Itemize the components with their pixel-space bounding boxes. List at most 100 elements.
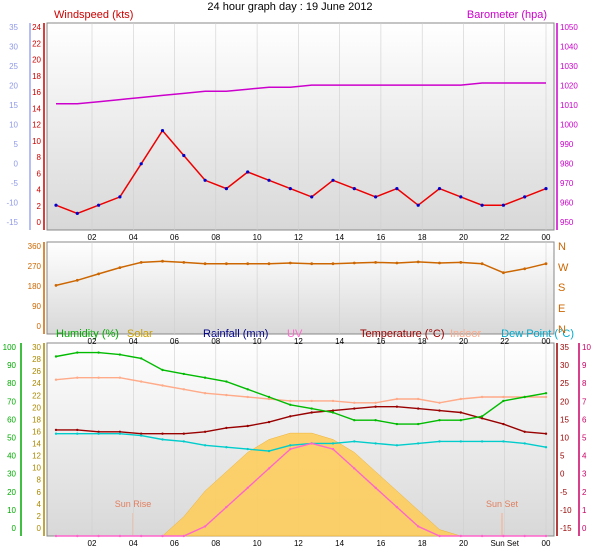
dewpoint-point [225, 446, 228, 449]
indoor-point [438, 401, 441, 404]
dewpoint-point [395, 444, 399, 447]
solar-tick-label: 30 [32, 343, 41, 352]
indoor-point [310, 399, 313, 403]
humidity-series-line [55, 351, 547, 425]
temperature-point [459, 411, 462, 414]
wind-direction-point [161, 259, 164, 263]
uv-tick-label: 0 [582, 524, 587, 533]
humidity-point [97, 351, 100, 354]
uv-point [118, 534, 122, 538]
temperature-tick-label: -15 [560, 524, 572, 533]
humidity-tick-label: 60 [7, 415, 16, 424]
direction-tick-label: 270 [28, 262, 42, 271]
x-tick-label: 12 [294, 539, 303, 548]
windspeed-tick-label: 10 [32, 137, 41, 146]
solar-tick-label: 4 [37, 500, 42, 509]
uv-point [267, 467, 271, 470]
uv-tick-label: 4 [582, 452, 587, 461]
dewpoint-point [76, 432, 79, 435]
dewpoint-point [438, 440, 441, 443]
temperature-point [480, 417, 484, 420]
legend-uv: UV [287, 328, 303, 340]
x-tick-label: 02 [88, 337, 97, 346]
wind-outer-tick-label: 0 [14, 160, 19, 169]
x-tick-label: 04 [129, 539, 138, 548]
humidity-point [118, 353, 122, 356]
x-tick-label: 14 [335, 539, 344, 548]
temperature-point [417, 407, 420, 410]
x-tick-label: 16 [376, 233, 385, 242]
dewpoint-point [459, 440, 462, 443]
barometer-axis-title: Barometer (hpa) [467, 9, 547, 21]
x-tick-label: 02 [88, 233, 97, 242]
humidity-tick-label: 100 [3, 343, 17, 352]
windspeed-point [75, 211, 79, 215]
x-tick-label: 04 [129, 337, 138, 346]
wind-direction-point [182, 261, 186, 264]
windspeed-point [480, 203, 484, 207]
temperature-point [225, 426, 228, 430]
windspeed-point [246, 170, 250, 174]
humidity-tick-label: 0 [12, 524, 17, 533]
windspeed-point [501, 203, 505, 207]
wind-direction-point [352, 261, 356, 265]
temperature-tick-label: 15 [560, 415, 569, 424]
indoor-point [97, 376, 100, 379]
barometer-tick-label: 1030 [560, 62, 578, 71]
humidity-point [395, 422, 399, 426]
uv-tick-label: 2 [582, 488, 587, 497]
indoor-point [203, 392, 207, 395]
indoor-point [544, 395, 548, 399]
windspeed-point [54, 203, 58, 207]
x-tick-label: 20 [459, 337, 468, 346]
dewpoint-point [161, 438, 164, 441]
temperature-tick-label: -5 [560, 488, 568, 497]
x-tick-label: 20 [459, 233, 468, 242]
solar-tick-label: 28 [32, 355, 41, 364]
solar-tick-label: 14 [32, 440, 41, 449]
humidity-point [353, 419, 356, 422]
direction-tick-label: 360 [28, 242, 42, 251]
wind-direction-point [395, 261, 399, 265]
windspeed-point [459, 195, 463, 199]
wind-direction-point [75, 278, 79, 282]
temperature-point [76, 428, 79, 432]
uv-tick-label: 5 [582, 434, 587, 443]
windspeed-point [416, 203, 420, 207]
uv-point [246, 486, 249, 489]
uv-point [417, 525, 420, 528]
windspeed-point [203, 178, 207, 182]
uv-point [353, 467, 356, 470]
temperature-tick-label: 5 [560, 452, 565, 461]
windspeed-tick-label: 2 [37, 202, 42, 211]
windspeed-tick-label: 12 [32, 121, 41, 130]
x-tick-label: 08 [211, 337, 220, 346]
direction-panel-background [46, 241, 555, 335]
dewpoint-point [502, 440, 505, 443]
uv-tick-label: 6 [582, 415, 587, 424]
legend-indoor: Indoor [450, 328, 482, 340]
wind-direction-point [416, 260, 420, 264]
uv-point [289, 447, 292, 451]
humidity-point [76, 351, 79, 354]
wind-outer-tick-label: -15 [6, 218, 18, 227]
dewpoint-point [417, 442, 420, 445]
humidity-point [374, 419, 377, 422]
wind-direction-point [118, 266, 122, 269]
page-title: 24 hour graph day : 19 June 2012 [207, 1, 372, 13]
x-tick-label: 04 [129, 233, 138, 242]
wind-direction-point [331, 262, 335, 266]
temperature-tick-label: 0 [560, 470, 565, 479]
windspeed-tick-label: 8 [37, 153, 42, 162]
solar-tick-label: 2 [37, 512, 42, 521]
indoor-point [459, 397, 462, 401]
solar-tick-label: 10 [32, 464, 41, 473]
temperature-point [203, 430, 207, 433]
dewpoint-point [97, 432, 100, 435]
windspeed-point [331, 178, 335, 182]
wind-direction-point [438, 261, 441, 265]
temperature-point [523, 430, 526, 433]
humidity-tick-label: 70 [7, 397, 16, 406]
humidity-point [459, 419, 462, 422]
uv-point [203, 525, 207, 528]
